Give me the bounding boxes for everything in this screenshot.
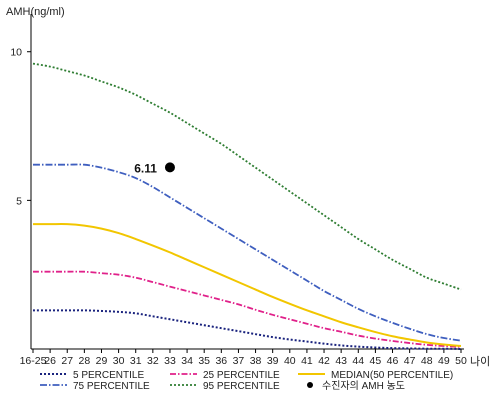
legend-item-25-percentile-label: 25 PERCENTILE [203,370,280,381]
x-tick-label: 43 [335,355,347,367]
x-tick-label: 34 [181,355,193,367]
x-tick-label: 49 [438,355,450,367]
x-tick-label: 37 [233,355,245,367]
x-tick-label: 39 [267,355,279,367]
x-tick-label: 36 [215,355,227,367]
x-tick-label: 29 [96,355,108,367]
legend-item-amh-swatch [307,382,313,388]
x-tick-label: 46 [387,355,399,367]
x-tick-label: 30 [113,355,125,367]
x-tick-label: 50 [455,355,467,367]
x-tick-label: 16-25 [20,355,47,367]
x-tick-label: 42 [318,355,330,367]
x-tick-label: 31 [130,355,142,367]
x-tick-label: 40 [284,355,296,367]
legend-item-median-50-percentile-label: MEDIAN(50 PERCENTILE) [331,370,453,381]
legend-item-amh-label: 수진자의 AMH 농도 [322,380,405,392]
y-tick-label: 5 [16,195,22,207]
x-tick-label: 27 [61,355,73,367]
series-line-95-percentile [32,62,462,291]
legend-item-75-percentile-label: 75 PERCENTILE [73,381,150,392]
patient-amh-point [164,162,175,173]
series-line-75-percentile [33,163,462,342]
legend-item-95-percentile-label: 95 PERCENTILE [203,381,280,392]
x-axis-title: 나이 [470,355,490,368]
x-tick-label: 35 [198,355,210,367]
series-line-25-percentile [33,270,462,348]
series-line-median-50-percentile [33,223,462,348]
x-tick-label: 33 [164,355,176,367]
x-tick-label: 45 [370,355,382,367]
y-axis-title: AMH(ng/ml) [6,6,65,18]
x-tick-label: 26 [44,355,56,367]
x-tick-label: 44 [352,355,364,367]
x-tick-label: 41 [301,355,313,367]
x-tick-label: 38 [250,355,262,367]
x-tick-label: 48 [421,355,433,367]
x-tick-label: 28 [79,355,91,367]
legend-item-5-percentile-label: 5 PERCENTILE [73,370,144,381]
y-tick-label: 10 [10,47,22,59]
x-tick-label: 47 [404,355,416,367]
x-tick-label: 32 [147,355,159,367]
patient-amh-label: 6.11 [134,161,157,175]
series-line-5-percentile [33,309,462,350]
